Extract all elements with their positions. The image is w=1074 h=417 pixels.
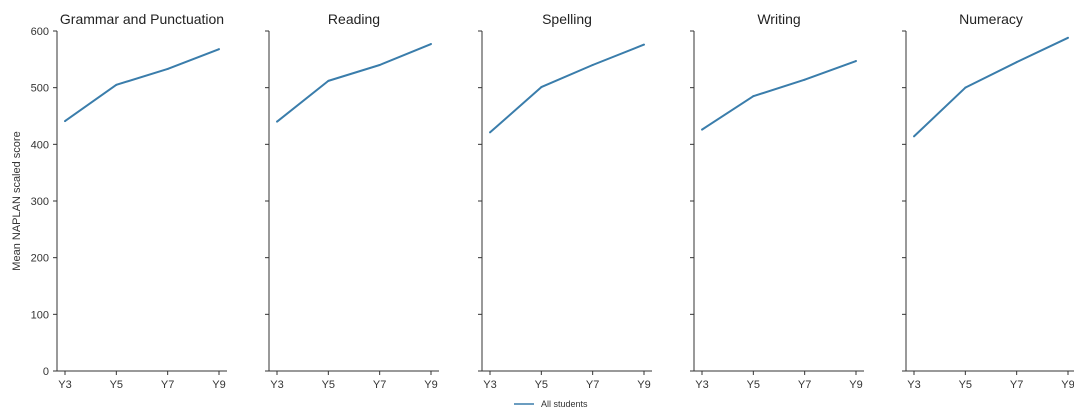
y-tick-label: 500	[31, 83, 49, 95]
data-point	[218, 48, 220, 51]
series-line	[64, 48, 220, 122]
x-tick-label: Y9	[212, 379, 225, 391]
data-point	[540, 86, 543, 89]
data-point	[752, 95, 755, 98]
panel-title: Spelling	[542, 11, 592, 27]
y-tick-label: 100	[31, 309, 49, 321]
panel-title: Grammar and Punctuation	[60, 11, 224, 27]
data-point	[964, 86, 967, 89]
x-tick-label: Y7	[586, 379, 599, 391]
data-point	[115, 83, 118, 86]
data-point	[489, 131, 491, 134]
data-point	[591, 64, 594, 66]
data-point	[913, 135, 915, 138]
data-point	[803, 78, 806, 81]
data-point	[378, 64, 381, 66]
data-point	[701, 128, 703, 131]
data-point	[855, 60, 857, 63]
y-tick-label: 200	[31, 253, 49, 265]
x-tick-label: Y3	[58, 379, 71, 391]
x-tick-label: Y3	[270, 379, 283, 391]
y-tick-label: 0	[43, 366, 49, 378]
x-tick-label: Y3	[907, 379, 920, 391]
x-tick-label: Y7	[161, 379, 174, 391]
x-tick-label: Y5	[322, 379, 335, 391]
x-tick-label: Y5	[535, 379, 548, 391]
x-tick-label: Y3	[483, 379, 496, 391]
panel-title: Numeracy	[959, 11, 1023, 27]
x-tick-label: Y5	[110, 379, 123, 391]
data-point	[1067, 36, 1069, 39]
data-point	[430, 43, 432, 46]
x-tick-label: Y9	[849, 379, 862, 391]
legend-label: All students	[541, 399, 588, 409]
data-point	[1015, 61, 1018, 64]
data-point	[64, 120, 66, 123]
x-tick-label: Y7	[373, 379, 386, 391]
x-tick-label: Y7	[1010, 379, 1023, 391]
x-tick-label: Y3	[695, 379, 708, 391]
x-tick-label: Y9	[1061, 379, 1074, 391]
data-point	[166, 67, 169, 70]
data-point	[643, 43, 645, 46]
series-line	[913, 36, 1069, 138]
x-tick-label: Y9	[637, 379, 650, 391]
panel-title: Reading	[328, 11, 380, 27]
data-point	[327, 79, 330, 82]
y-tick-label: 300	[31, 196, 49, 208]
series-line	[489, 43, 645, 134]
data-point	[276, 120, 278, 123]
y-tick-label: 600	[31, 26, 49, 38]
x-tick-label: Y7	[798, 379, 811, 391]
panel-title: Writing	[757, 11, 800, 27]
series-line	[701, 60, 857, 131]
y-tick-label: 400	[31, 139, 49, 151]
x-tick-label: Y9	[424, 379, 437, 391]
y-axis-title: Mean NAPLAN scaled score	[11, 131, 23, 270]
x-tick-label: Y5	[959, 379, 972, 391]
series-line	[276, 43, 432, 123]
x-tick-label: Y5	[747, 379, 760, 391]
